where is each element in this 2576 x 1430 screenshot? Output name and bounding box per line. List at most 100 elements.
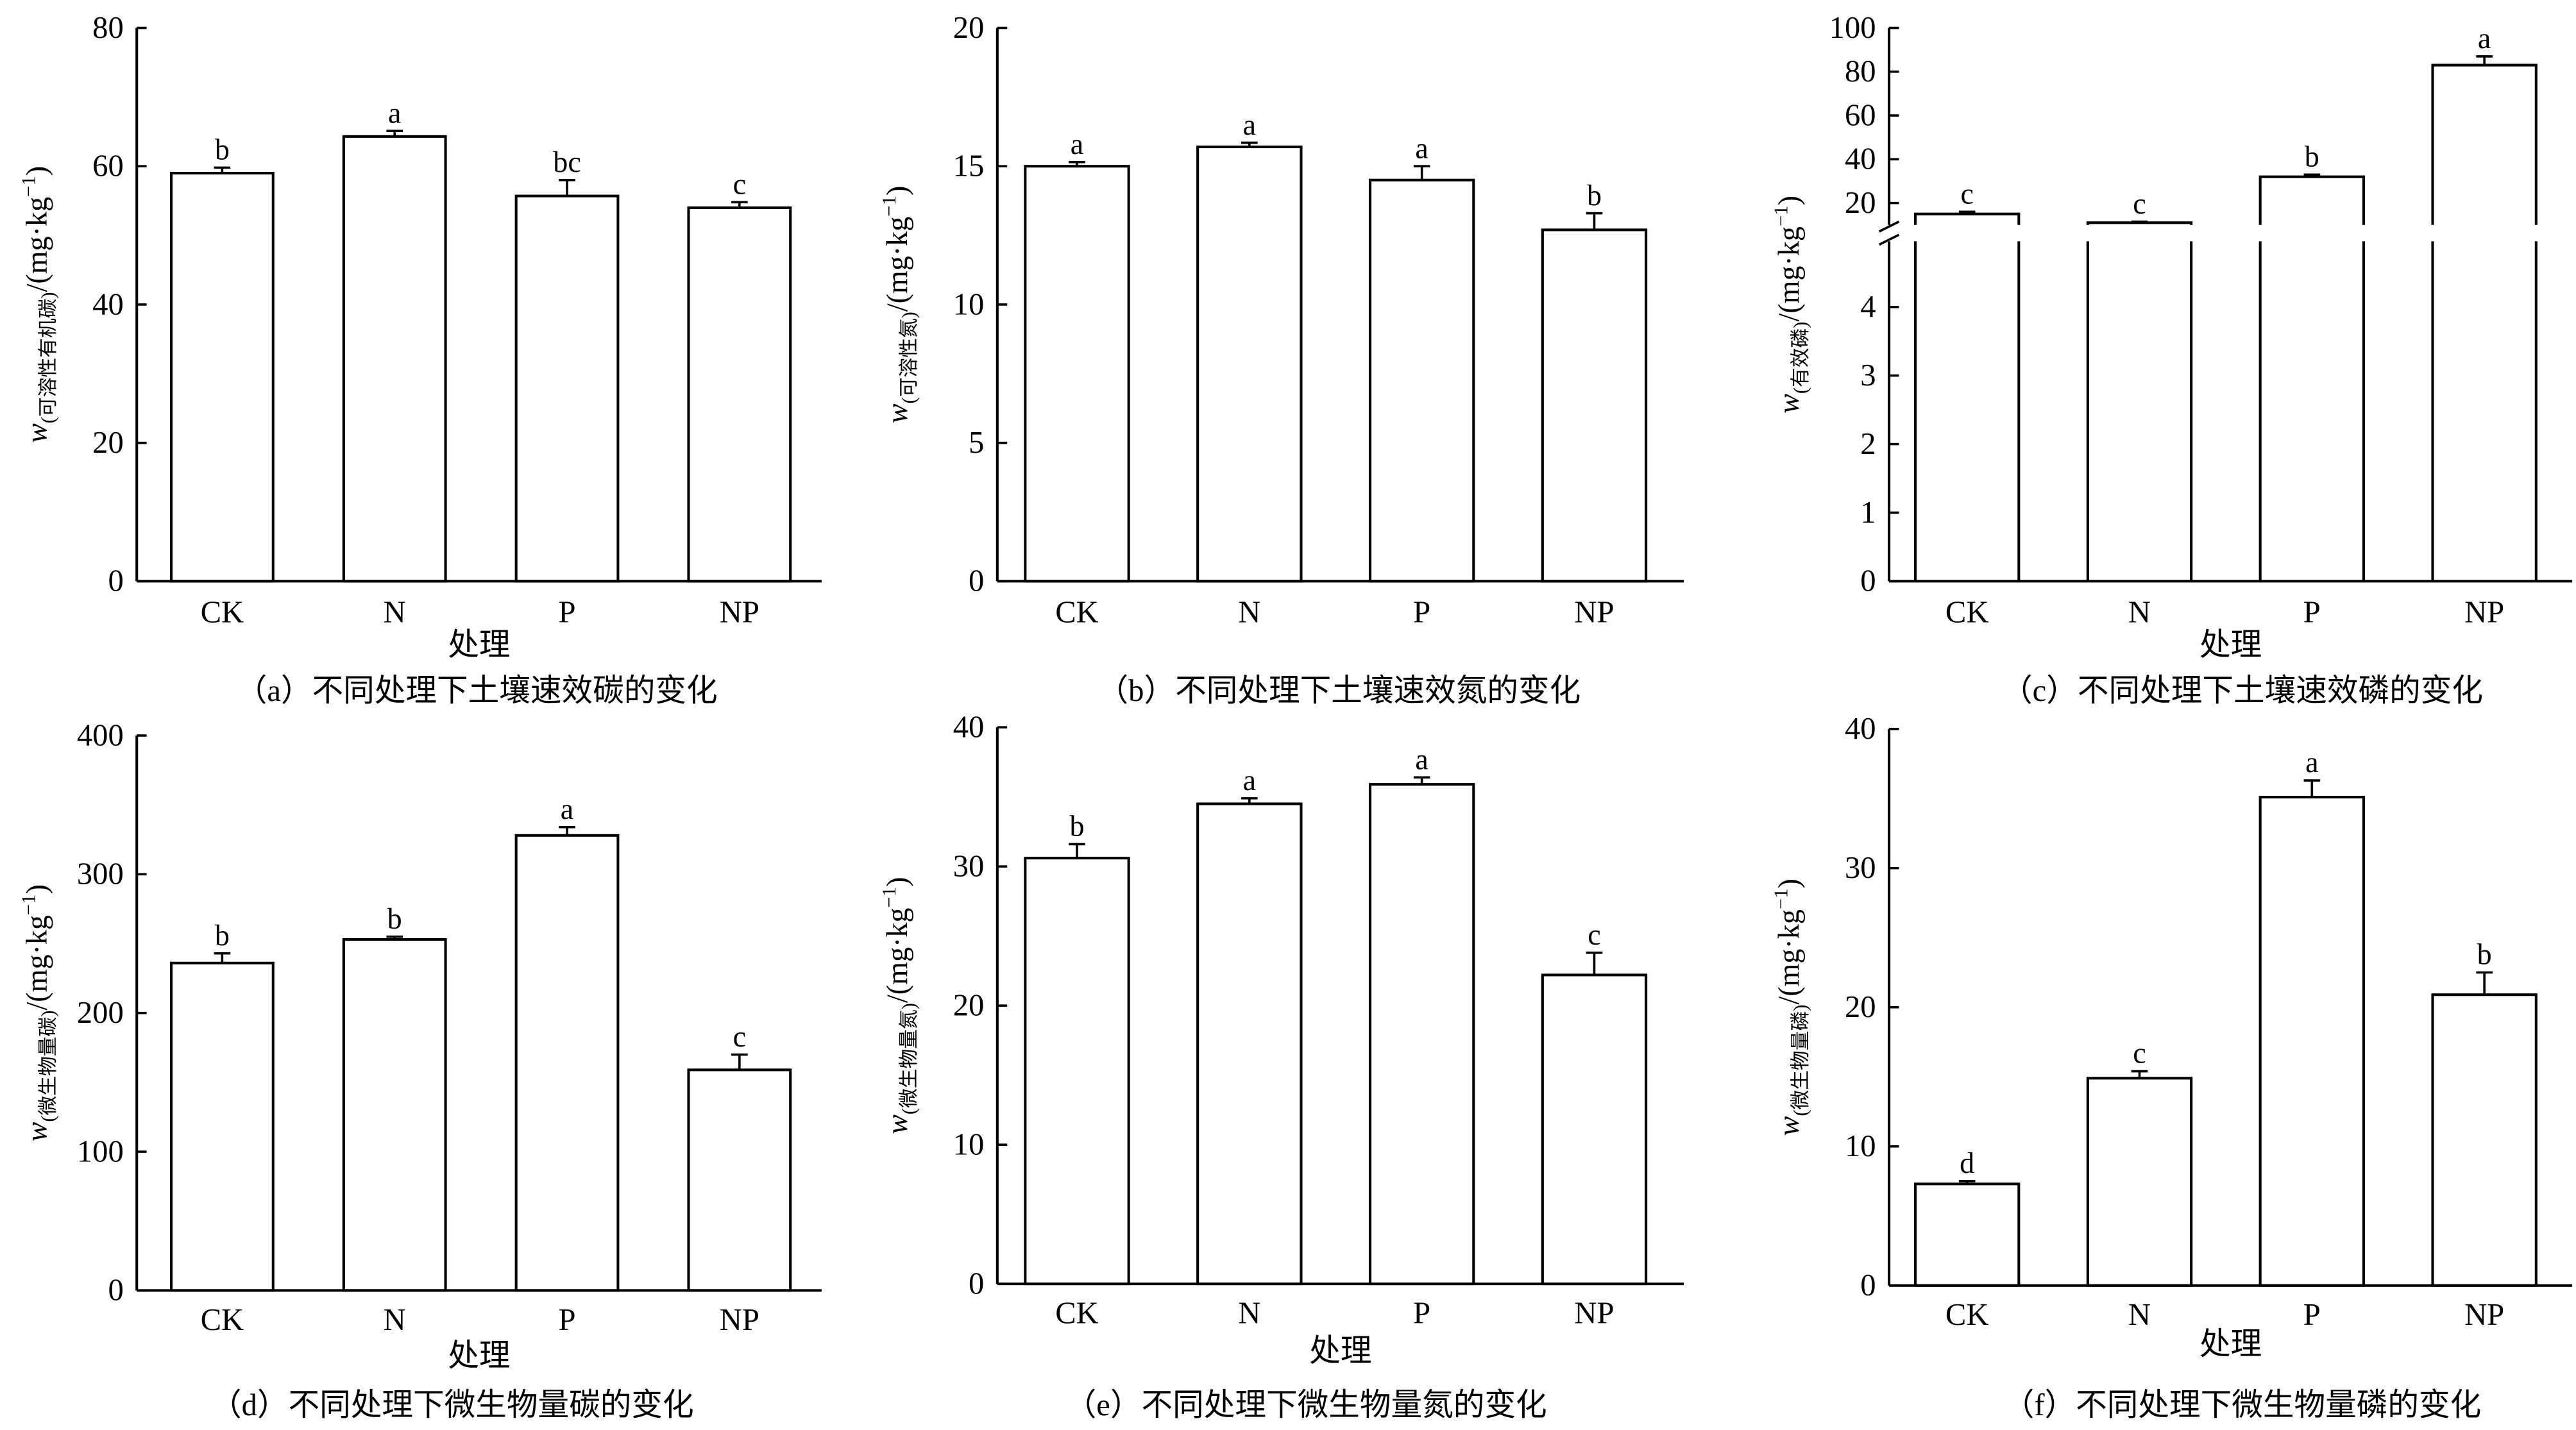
x-tick-label: CK: [201, 594, 244, 629]
significance-letter: b: [2477, 938, 2492, 971]
y-tick-label: 80: [92, 10, 124, 45]
bar-N: [2086, 221, 2193, 582]
y-tick-label: 20: [953, 988, 985, 1023]
error-bar: [2303, 173, 2321, 177]
bar-NP: [2431, 63, 2538, 582]
significance-letter: a: [2478, 22, 2491, 55]
y-tick-label: 2: [1860, 426, 1876, 461]
significance-letter: b: [215, 133, 230, 166]
bar-P: [2258, 175, 2366, 582]
y-tick-label: 200: [77, 995, 124, 1030]
y-tick-label: 20: [953, 10, 985, 45]
x-axis-label: 处理: [448, 1338, 510, 1373]
panel-caption: （b）不同处理下土壤速效氮的变化: [1097, 673, 1581, 708]
y-axis-label: w(微生物量氮)/(mg·kg−1): [878, 877, 920, 1134]
x-tick-label: NP: [1574, 594, 1614, 629]
y-axis-label: w(可溶性氮)/(mg·kg−1): [878, 186, 920, 424]
error-bar: [2131, 220, 2148, 223]
significance-letter: c: [733, 1020, 746, 1053]
x-tick-label: N: [384, 1302, 406, 1337]
x-axis-label: 处理: [448, 628, 510, 662]
x-tick-label: N: [384, 594, 406, 629]
error-bar: [214, 952, 231, 963]
bar-N: [2086, 1077, 2193, 1287]
bar-P: [1368, 783, 1475, 1286]
significance-letter: bc: [553, 146, 581, 178]
x-tick-label: P: [1413, 1296, 1430, 1331]
error-bar: [1241, 141, 1258, 147]
significance-letter: a: [1243, 108, 1256, 141]
significance-letter: a: [1415, 743, 1428, 776]
bar-NP: [687, 206, 792, 583]
y-tick-label: 20: [1845, 185, 1876, 220]
y-tick-label: 0: [1860, 564, 1876, 598]
error-bar: [1241, 797, 1258, 804]
x-tick-label: N: [1238, 1296, 1260, 1331]
significance-letter: a: [561, 793, 573, 825]
y-tick-label: 80: [1845, 54, 1876, 88]
significance-letter: b: [387, 902, 402, 935]
y-tick-label: 20: [92, 425, 124, 460]
x-tick-label: CK: [1945, 594, 1989, 629]
bar-N: [1196, 145, 1303, 583]
axis-break-mark: [1878, 233, 1900, 246]
y-tick-label: 40: [92, 287, 124, 321]
y-tick-label: 3: [1860, 358, 1876, 392]
significance-letter: c: [2133, 187, 2146, 220]
y-tick-label: 40: [1845, 711, 1876, 746]
error-bar: [1958, 210, 1976, 214]
bar-CK: [169, 961, 275, 1292]
y-tick-label: 5: [969, 425, 984, 460]
bar-N: [342, 135, 447, 583]
y-axis-label: w(可溶性有机碳)/(mg·kg−1): [18, 166, 60, 443]
bar-NP: [687, 1068, 792, 1292]
y-tick-label: 15: [953, 149, 985, 183]
error-bar: [1958, 1180, 1976, 1184]
bar-CK: [1024, 857, 1130, 1286]
significance-letter: c: [2133, 1037, 2146, 1070]
error-bar: [1069, 843, 1085, 859]
x-tick-label: P: [2303, 1297, 2321, 1332]
y-tick-label: 0: [969, 564, 984, 598]
y-axis-label: w(微生物量碳)/(mg·kg−1): [18, 884, 60, 1141]
x-tick-label: CK: [1055, 1296, 1099, 1331]
error-bar: [2476, 55, 2493, 65]
significance-letter: c: [1588, 918, 1600, 951]
bar-CK: [1913, 1182, 2021, 1287]
panel-caption: （f）不同处理下微生物量磷的变化: [2003, 1388, 2482, 1422]
significance-letter: d: [1960, 1147, 1974, 1179]
error-bar: [2131, 1070, 2148, 1079]
x-tick-label: NP: [2464, 1297, 2504, 1332]
significance-letter: b: [2305, 140, 2319, 172]
y-tick-label: 1: [1860, 495, 1876, 530]
y-tick-label: 0: [969, 1266, 984, 1300]
error-bar: [731, 201, 748, 208]
error-bar: [386, 130, 403, 137]
error-bar: [559, 825, 575, 836]
y-tick-label: 400: [77, 718, 124, 752]
bar-CK: [1913, 212, 2021, 582]
x-tick-label: CK: [1945, 1297, 1989, 1332]
axis-break-mark: [1878, 221, 1900, 233]
y-tick-label: 60: [1845, 97, 1876, 132]
error-bar: [2476, 971, 2493, 995]
y-tick-label: 300: [77, 857, 124, 891]
error-bar: [559, 179, 575, 196]
error-bar: [731, 1053, 748, 1070]
y-tick-label: 40: [953, 710, 985, 744]
bar-CK: [1024, 165, 1130, 583]
y-tick-label: 100: [77, 1134, 124, 1168]
x-tick-label: CK: [1055, 594, 1099, 629]
bar-NP: [2431, 993, 2538, 1287]
y-tick-label: 10: [953, 287, 985, 321]
x-tick-label: P: [1413, 594, 1430, 629]
bar-CK: [169, 171, 275, 583]
x-tick-label: N: [2128, 1297, 2151, 1332]
bar-P: [514, 194, 620, 583]
y-tick-label: 10: [1845, 1129, 1876, 1163]
